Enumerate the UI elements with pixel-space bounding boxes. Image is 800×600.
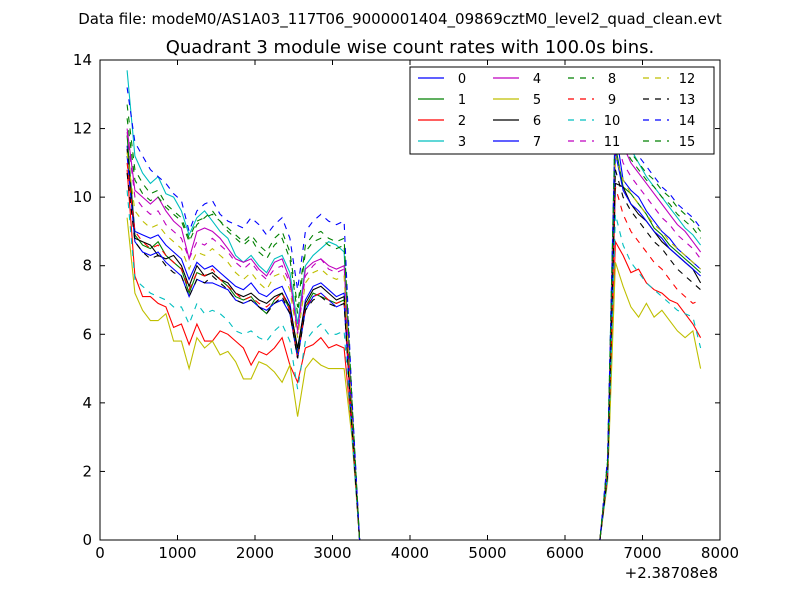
series-line-4 <box>126 121 702 541</box>
x-tick-label: 7000 <box>623 544 661 562</box>
legend-label-11: 11 <box>604 135 621 150</box>
series-line-14 <box>126 87 702 541</box>
x-tick-label: 5000 <box>468 544 506 562</box>
x-axis-offset-label: +2.38708e8 <box>625 564 718 582</box>
legend-label-1: 1 <box>458 93 466 108</box>
plot-area: 0 1000 2000 3000 4000 5000 6000 7000 8000 0 2 4 6 8 1… <box>73 51 739 562</box>
legend-label-12: 12 <box>679 72 696 87</box>
x-tick-label: 3000 <box>313 544 351 562</box>
x-tick-label: 8000 <box>701 544 739 562</box>
series-line-5 <box>126 217 702 541</box>
series-line-10 <box>126 190 702 541</box>
series-layer <box>126 70 702 541</box>
legend-label-13: 13 <box>679 93 696 108</box>
legend-label-10: 10 <box>604 114 621 129</box>
x-tick-label: 2000 <box>236 544 274 562</box>
y-tick-label: 8 <box>82 257 92 275</box>
series-line-13 <box>126 169 701 541</box>
series-line-0 <box>126 128 701 541</box>
legend-label-14: 14 <box>679 114 696 129</box>
series-line-6 <box>126 149 702 541</box>
series-line-3 <box>126 70 702 541</box>
y-tick-label: 0 <box>82 531 92 549</box>
x-tick-label: 4000 <box>391 544 429 562</box>
legend-label-15: 15 <box>679 135 696 150</box>
y-tick-label: 6 <box>82 325 92 343</box>
y-tick-label: 10 <box>73 188 92 206</box>
figure-suptitle: Data file: modeM0/AS1A03_117T06_90000014… <box>78 10 722 29</box>
y-tick-label: 14 <box>73 51 92 69</box>
series-line-12 <box>126 152 701 541</box>
series-line-15 <box>126 104 702 541</box>
legend-label-4: 4 <box>533 72 541 87</box>
x-tick-label: 6000 <box>546 544 584 562</box>
x-tick-label: 0 <box>95 544 105 562</box>
legend-label-2: 2 <box>458 114 466 129</box>
legend-label-7: 7 <box>533 135 541 150</box>
x-axis: 0 1000 2000 3000 4000 5000 6000 7000 8000 <box>95 60 739 562</box>
chart-title: Quadrant 3 module wise count rates with … <box>166 37 655 58</box>
legend-label-5: 5 <box>533 93 541 108</box>
x-tick-label: 1000 <box>158 544 196 562</box>
legend-label-8: 8 <box>608 72 616 87</box>
series-line-8 <box>126 118 702 541</box>
legend-frame <box>409 66 715 155</box>
legend-label-6: 6 <box>533 114 541 129</box>
series-line-2 <box>126 169 702 541</box>
y-tick-label: 2 <box>82 462 92 480</box>
legend-label-9: 9 <box>608 93 616 108</box>
legend-label-3: 3 <box>458 135 466 150</box>
legend-label-0: 0 <box>458 72 466 87</box>
y-tick-label: 4 <box>82 394 92 412</box>
y-tick-label: 12 <box>73 120 92 138</box>
